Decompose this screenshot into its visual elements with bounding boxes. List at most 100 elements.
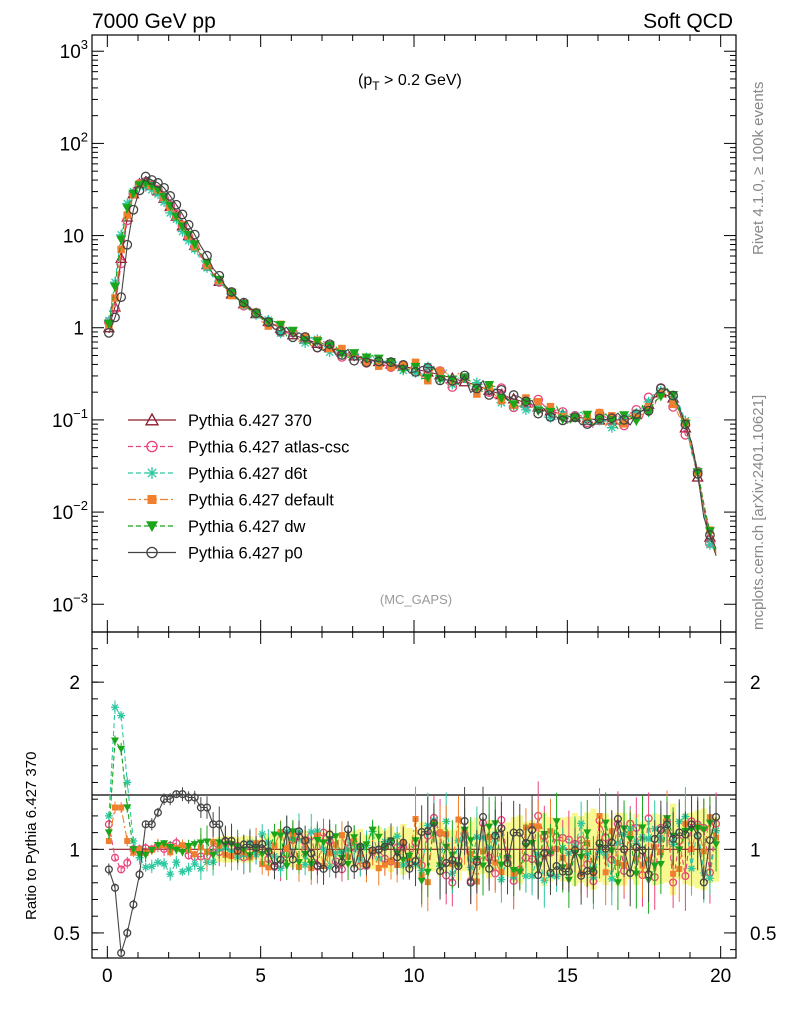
series-marker: [650, 862, 659, 870]
series-marker: [606, 422, 617, 433]
series-marker: [189, 229, 200, 240]
series-marker: [448, 855, 457, 865]
series-marker: [275, 328, 286, 339]
series-marker: [411, 856, 420, 866]
series-marker: [118, 804, 125, 811]
series-ratio-line: [108, 793, 717, 954]
series-marker: [545, 411, 556, 422]
legend: Pythia 6.427 370 Pythia 6.427 atlas-csc Py…: [128, 412, 349, 563]
series-marker: [429, 818, 438, 828]
series-marker: [515, 828, 524, 837]
series-marker: [178, 790, 187, 799]
series-marker: [294, 827, 304, 836]
series-marker: [165, 207, 176, 218]
series-marker: [307, 828, 316, 837]
legend-label: Pythia 6.427 dw: [188, 518, 305, 536]
series-marker: [282, 826, 291, 835]
series-marker: [226, 287, 237, 297]
series-marker: [583, 829, 592, 837]
series-marker: [496, 394, 507, 404]
series-marker: [227, 836, 236, 846]
series-marker: [570, 846, 580, 855]
series-marker: [515, 868, 524, 877]
legend-label: Pythia 6.427 p0: [188, 545, 303, 563]
series-marker: [521, 838, 530, 848]
series-marker: [656, 825, 665, 835]
series-marker: [110, 312, 120, 323]
series-marker: [670, 870, 677, 877]
series-marker: [123, 778, 132, 787]
series-marker: [190, 841, 199, 849]
series-6-top: [103, 171, 717, 549]
series-marker: [258, 840, 267, 849]
series-marker: [521, 872, 530, 881]
series-marker: [466, 837, 475, 845]
series-marker: [165, 191, 176, 201]
series-marker: [183, 235, 194, 246]
series-marker: [422, 373, 433, 383]
series-marker: [704, 539, 715, 550]
series-marker: [116, 229, 127, 240]
series-marker: [393, 853, 402, 862]
legend-entry: Pythia 6.427 370: [128, 412, 312, 430]
series-marker: [331, 865, 340, 874]
series-marker: [276, 864, 285, 873]
series-marker: [338, 832, 345, 839]
series-marker: [122, 204, 133, 214]
ratio-y-tick-label-left: 0.5: [54, 924, 80, 945]
series-marker: [184, 843, 193, 851]
series-marker: [331, 833, 340, 841]
series-marker: [184, 793, 193, 802]
top-y-tick-label: 10−3: [52, 590, 88, 616]
legend-label: Pythia 6.427 default: [188, 492, 334, 510]
series-marker: [116, 292, 127, 303]
series-marker: [337, 858, 346, 867]
series-marker: [540, 849, 549, 858]
series-marker: [655, 392, 666, 402]
series-marker: [454, 862, 463, 871]
series-marker: [349, 355, 360, 366]
series-marker: [215, 820, 224, 829]
series-marker: [644, 870, 653, 879]
ratio-y-tick-label-right: 1: [750, 840, 761, 861]
series-marker: [203, 838, 211, 846]
series-marker: [437, 829, 444, 836]
series-marker: [638, 824, 647, 832]
series-marker: [447, 375, 458, 386]
legend-entry: Pythia 6.427 p0: [128, 545, 303, 563]
series-marker: [620, 845, 629, 854]
series-marker: [178, 867, 187, 876]
series-marker: [535, 823, 542, 830]
series-marker: [287, 326, 298, 336]
series-marker: [643, 405, 654, 416]
series-marker: [472, 857, 481, 866]
series-marker: [108, 300, 122, 312]
series-marker: [312, 337, 323, 347]
series-marker: [350, 834, 359, 842]
series-marker: [129, 846, 138, 854]
series-marker: [147, 495, 157, 504]
series-marker: [147, 847, 156, 855]
series-marker: [104, 829, 113, 837]
series-marker: [319, 864, 328, 873]
series-marker: [471, 383, 482, 394]
series-marker: [147, 820, 156, 829]
series-marker: [601, 844, 610, 853]
series-marker: [380, 842, 389, 851]
series-marker: [144, 412, 160, 426]
series-marker: [123, 804, 132, 812]
series-marker: [123, 858, 132, 867]
series-marker: [606, 413, 617, 424]
series-marker: [484, 380, 495, 390]
series-marker: [287, 332, 298, 343]
series-marker: [270, 831, 279, 839]
x-tick-label: 20: [710, 966, 731, 987]
top-y-tick-label: 103: [60, 37, 88, 63]
series-marker: [422, 361, 433, 372]
series-marker: [146, 546, 158, 559]
series-marker: [124, 837, 131, 844]
series-marker: [595, 408, 604, 417]
series-marker: [601, 819, 610, 827]
series-marker: [238, 297, 249, 308]
